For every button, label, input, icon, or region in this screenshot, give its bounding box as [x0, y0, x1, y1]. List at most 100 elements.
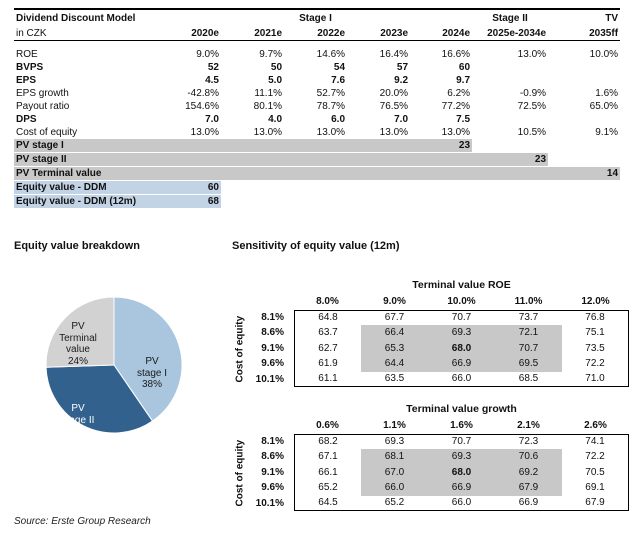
ddm-col-header: 2035ff [548, 25, 621, 41]
sens-cell: 66.9 [428, 356, 495, 372]
ddm-cell: 4.0 [268, 114, 283, 125]
ddm-cell [347, 181, 410, 195]
ddm-title-row: Dividend Discount Model Stage I Stage II… [14, 9, 620, 25]
ddm-cell: 13.0% [517, 49, 547, 60]
ddm-row: EPS 4.5 5.0 7.6 9.2 9.7 [14, 74, 620, 87]
ddm-row: PV Terminal value 14 [14, 166, 621, 181]
ddm-cell [221, 181, 284, 195]
breakdown-section: Equity value breakdown PV Terminal value… [14, 240, 229, 465]
pie-chart [45, 296, 183, 434]
ddm-cell [548, 61, 620, 74]
sens-row-header: 8.1% [261, 435, 284, 447]
ddm-table: Dividend Discount Model Stage I Stage II… [14, 8, 621, 209]
ddm-cell [472, 139, 548, 153]
pie-label-stage2: PV stage II 32% [61, 403, 95, 437]
ddm-cell: 23 [472, 152, 549, 167]
ddm-cell: 7.6 [331, 75, 346, 86]
ddm-cell [472, 195, 548, 209]
ddm-cell: 10.5% [517, 127, 547, 138]
ddm-spacer-row [14, 40, 620, 48]
source-note: Source: Erste Group Research [14, 516, 151, 527]
ddm-cell [347, 195, 410, 209]
ddm-cell: 6.2% [447, 88, 471, 99]
sens-cell: 68.2 [294, 433, 361, 449]
ddm-cell: 9.1% [595, 127, 619, 138]
ddm-cell [472, 113, 548, 126]
sens-cell: 71.0 [562, 371, 629, 387]
ddm-cell: 7.0 [205, 114, 219, 125]
sens-cell: 72.3 [495, 433, 562, 450]
sens-row-header: 9.1% [261, 466, 284, 478]
ddm-cell [284, 139, 348, 153]
ddm-col-header: 2021e [221, 25, 285, 41]
pie-slice-pv-stage-i [113, 296, 183, 422]
ddm-cell: 13.0% [316, 127, 346, 138]
ddm-cell: 10.0% [589, 49, 619, 60]
sens-cell: 66.4 [361, 325, 428, 341]
sens-cell: 62.7 [294, 340, 361, 356]
ddm-row-label: BVPS [16, 62, 44, 73]
sens-cell: 73.5 [562, 340, 629, 356]
sens-cell: 68.0 [428, 340, 495, 356]
sens-cell: 70.5 [562, 464, 629, 480]
ddm-row: PV stage I 23 [14, 139, 620, 153]
ddm-col-header: 2022e [284, 25, 348, 41]
sens-col-header: 10.0% [447, 296, 476, 308]
breakdown-heading: Equity value breakdown [14, 240, 140, 252]
ddm-cell: 77.2% [441, 101, 471, 112]
ddm-cell [410, 166, 473, 181]
sens-cell: 70.6 [495, 449, 562, 465]
ddm-cell [221, 166, 285, 181]
stage2-header: Stage II [492, 13, 528, 24]
sens-col-header: 2.6% [584, 420, 607, 432]
ddm-cell: 9.7% [259, 49, 283, 60]
sensitivity-table-roe: Terminal value ROE 8.0% 9.0% 10.0% 11.0% 12.0… [232, 279, 632, 387]
ddm-cell: 1.6% [595, 88, 619, 99]
sens-cell: 73.7 [495, 309, 562, 326]
sensitivity-section: Sensitivity of equity value (12m) Termin… [232, 240, 632, 511]
sens-cell: 65.2 [361, 496, 428, 511]
sens-cell: 69.1 [562, 480, 629, 496]
sens-cell: 64.4 [361, 356, 428, 372]
ddm-row: DPS 7.0 4.0 6.0 7.0 7.5 [14, 113, 620, 126]
sens-cell: 66.0 [361, 480, 428, 496]
ddm-row-label: EPS [16, 75, 37, 86]
ddm-cell: 52.7% [316, 88, 346, 99]
ddm-row-label: Cost of equity [16, 127, 78, 138]
ddm-cell: 11.1% [254, 88, 283, 99]
ddm-cell: 60 [458, 62, 471, 73]
sens-cell: 72.1 [495, 325, 562, 341]
ddm-cell [164, 139, 221, 153]
sens-cell: 61.1 [294, 371, 361, 387]
sens-row-header: 9.1% [261, 342, 284, 354]
ddm-cell [164, 152, 221, 167]
ddm-cell: 52 [207, 62, 219, 73]
sens-row-header: 9.6% [261, 482, 284, 494]
sens-cell: 70.7 [495, 340, 562, 356]
ddm-row-label: ROE [16, 49, 38, 60]
ddm-row: Cost of equity 13.0% 13.0% 13.0% 13.0% 13.0% 1… [14, 126, 620, 139]
tv-header: TV [605, 13, 619, 24]
sens-cell: 70.7 [428, 309, 495, 326]
sens-cell: 66.1 [294, 464, 361, 480]
ddm-row-label: PV Terminal value [14, 166, 164, 181]
sens-cell: 69.2 [495, 464, 562, 480]
ddm-cell: 13.0% [441, 127, 471, 138]
sens-axis-label: Cost of equity [234, 314, 246, 382]
sens-cell: 75.1 [562, 325, 629, 341]
sens-cell: 64.8 [294, 309, 361, 325]
ddm-cell [347, 152, 411, 167]
ddm-row: BVPS 52 50 54 57 60 [14, 61, 620, 74]
ddm-cell [221, 152, 285, 167]
sens-cell: 69.3 [428, 449, 495, 465]
ddm-cell [221, 139, 285, 153]
ddm-cell [472, 181, 548, 195]
ddm-cell: 4.5 [205, 75, 219, 86]
ddm-cell [472, 74, 548, 87]
sens-cell: 67.7 [361, 309, 428, 326]
ddm-cell: 16.6% [441, 49, 471, 60]
sens-col-header: 9.0% [383, 296, 406, 308]
ddm-cell [347, 166, 411, 181]
sens-cell: 65.3 [361, 340, 428, 356]
ddm-cell: 13.0% [379, 127, 409, 138]
